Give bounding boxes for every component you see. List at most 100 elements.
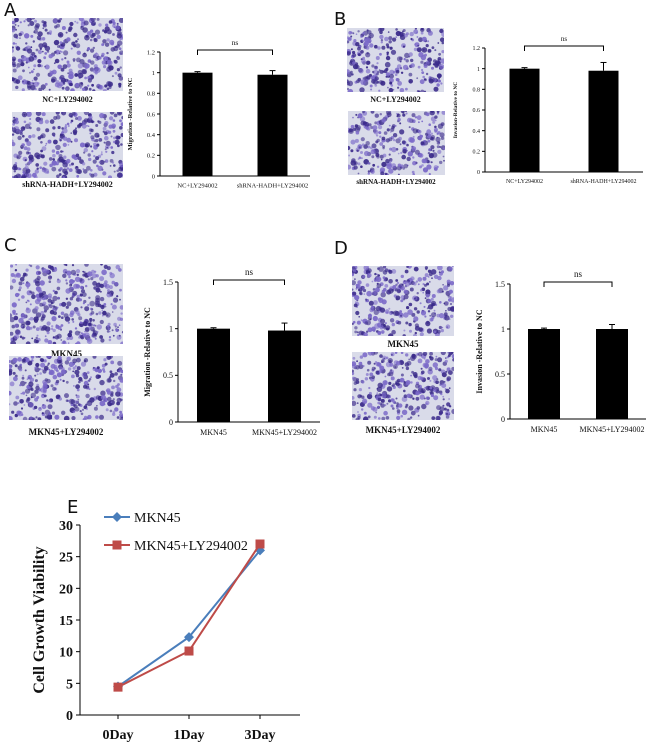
x-tick-label: shRNA-HADH+LY294002: [570, 179, 636, 185]
micrograph-a-bottom-caption: shRNA-HADH+LY294002: [22, 180, 113, 189]
bar: [528, 329, 560, 419]
diamond-marker: [255, 545, 265, 556]
y-tick-label: 0.4: [473, 129, 481, 135]
x-tick-label: MKN45+LY294002: [252, 428, 317, 437]
y-axis-label: Cell Growth Viability: [31, 546, 48, 693]
series-line: [117, 543, 261, 689]
micrograph-c-bottom: [9, 356, 123, 420]
x-tick-label: MKN45+LY294002: [579, 425, 644, 434]
micrograph-d-bottom-caption: MKN45+LY294002: [365, 425, 441, 435]
significance-label: ns: [561, 35, 568, 43]
bar: [268, 330, 301, 422]
significance-label: ns: [232, 38, 239, 47]
significance-label: ns: [245, 267, 254, 277]
y-tick-label: 1.2: [147, 49, 155, 56]
y-tick-label: 0.6: [147, 111, 156, 118]
panel-label-a: A: [4, 0, 17, 21]
micrograph-b-top: [347, 28, 444, 92]
y-axis-label: Migration -Relative to NC: [127, 77, 134, 150]
y-tick-label: 10: [59, 646, 73, 661]
bar: [257, 74, 288, 176]
bar: [197, 328, 230, 422]
y-tick-label: 0.2: [147, 153, 155, 160]
y-tick-label: 0: [169, 418, 173, 427]
bar: [596, 329, 628, 419]
significance-label: ns: [574, 269, 583, 279]
cell-stain-texture: [352, 266, 454, 336]
significance-bracket: [213, 279, 285, 285]
y-tick-label: 0.8: [473, 87, 481, 93]
y-tick-label: 1.5: [495, 280, 505, 289]
y-tick-label: 1.2: [473, 46, 481, 52]
micrograph-c-top-caption: MKN45: [51, 349, 82, 359]
cell-stain-texture: [12, 18, 123, 91]
y-tick-label: 20: [59, 582, 73, 597]
y-tick-label: 1: [152, 70, 155, 77]
y-tick-label: 0.6: [473, 108, 481, 114]
cell-stain-texture: [10, 264, 123, 344]
bar: [509, 68, 540, 172]
y-tick-label: 0.5: [495, 370, 505, 379]
legend-label: MKN45: [134, 511, 181, 526]
micrograph-a-top-caption: NC+LY294002: [42, 95, 93, 104]
y-axis-label: Invasion-Relative to NC: [453, 82, 459, 139]
micrograph-d-bottom: [352, 352, 454, 420]
micrograph-b-bottom-caption: shRNA-HADH+LY294002: [356, 178, 436, 186]
y-tick-label: 0: [477, 170, 480, 176]
significance-bracket: [197, 49, 273, 55]
y-tick-label: 1: [501, 325, 505, 334]
y-tick-label: 1: [169, 324, 173, 333]
y-tick-label: 30: [59, 519, 73, 534]
significance-bracket: [543, 281, 613, 287]
cell-stain-texture: [352, 352, 454, 420]
x-tick-label: 1Day: [173, 728, 204, 743]
legend-label: MKN45+LY294002: [134, 539, 248, 554]
x-tick-label: MKN45: [531, 425, 558, 434]
bar-chart-d: 0 0.5 1 1.5 Invasion -Relative to NC MKN45 MKN…: [475, 269, 646, 434]
square-marker: [184, 646, 194, 656]
cell-stain-texture: [12, 112, 123, 178]
series-line: [117, 549, 261, 688]
square-marker: [255, 539, 265, 549]
bar: [182, 72, 213, 176]
y-tick-label: 0: [152, 173, 155, 180]
y-axis-label: Migration -Relative to NC: [143, 307, 152, 397]
diamond-marker: [184, 632, 194, 643]
panel-label-d: D: [334, 238, 348, 259]
legend-diamond-marker: [112, 512, 122, 522]
micrograph-a-top: [12, 18, 123, 91]
line-chart-e: 0 5 10 15 20 25 30 Cell Growth Viability 0Day 1Da…: [31, 511, 300, 743]
cell-stain-texture: [347, 28, 444, 92]
y-tick-label: 0.5: [163, 371, 173, 380]
panel-label-b: B: [334, 9, 347, 30]
panel-label-e: E: [67, 497, 79, 518]
micrograph-c-bottom-caption: MKN45+LY294002: [28, 427, 104, 437]
x-tick-label: NC+LY294002: [506, 179, 543, 185]
y-axis-label: Invasion -Relative to NC: [475, 309, 484, 393]
y-tick-label: 15: [59, 614, 73, 629]
square-marker: [113, 682, 123, 692]
micrograph-d-top: [352, 266, 454, 336]
cell-stain-texture: [9, 356, 123, 420]
cell-stain-texture: [348, 111, 445, 175]
y-tick-label: 1: [477, 67, 480, 73]
x-tick-label: shRNA-HADH+LY294002: [237, 183, 309, 190]
micrograph-a-bottom: [12, 112, 123, 178]
y-tick-label: 0.2: [473, 149, 481, 155]
bar-chart-a: 0 0.2 0.4 0.6 0.8 1 1.2 Migration -Relative to …: [127, 38, 310, 190]
bar-chart-b: 0 0.2 0.4 0.6 0.8 1 1.2 Invasion-Relative to NC…: [453, 35, 643, 185]
y-tick-label: 0.8: [147, 91, 155, 98]
bar-chart-c: 0 0.5 1 1.5 Migration -Relative to NC MKN45 MK…: [143, 267, 320, 437]
x-tick-label: 3Day: [244, 728, 275, 743]
x-tick-label: 0Day: [102, 728, 133, 743]
micrograph-b-top-caption: NC+LY294002: [370, 95, 421, 104]
panel-label-c: C: [4, 235, 17, 256]
x-tick-label: MKN45: [200, 428, 227, 437]
y-tick-label: 0: [501, 415, 505, 424]
micrograph-d-top-caption: MKN45: [387, 339, 419, 349]
y-tick-label: 1.5: [163, 278, 173, 287]
y-tick-label: 5: [66, 677, 73, 692]
y-tick-label: 25: [59, 551, 73, 566]
legend-square-marker: [112, 540, 122, 550]
micrograph-c-top: [10, 264, 123, 344]
